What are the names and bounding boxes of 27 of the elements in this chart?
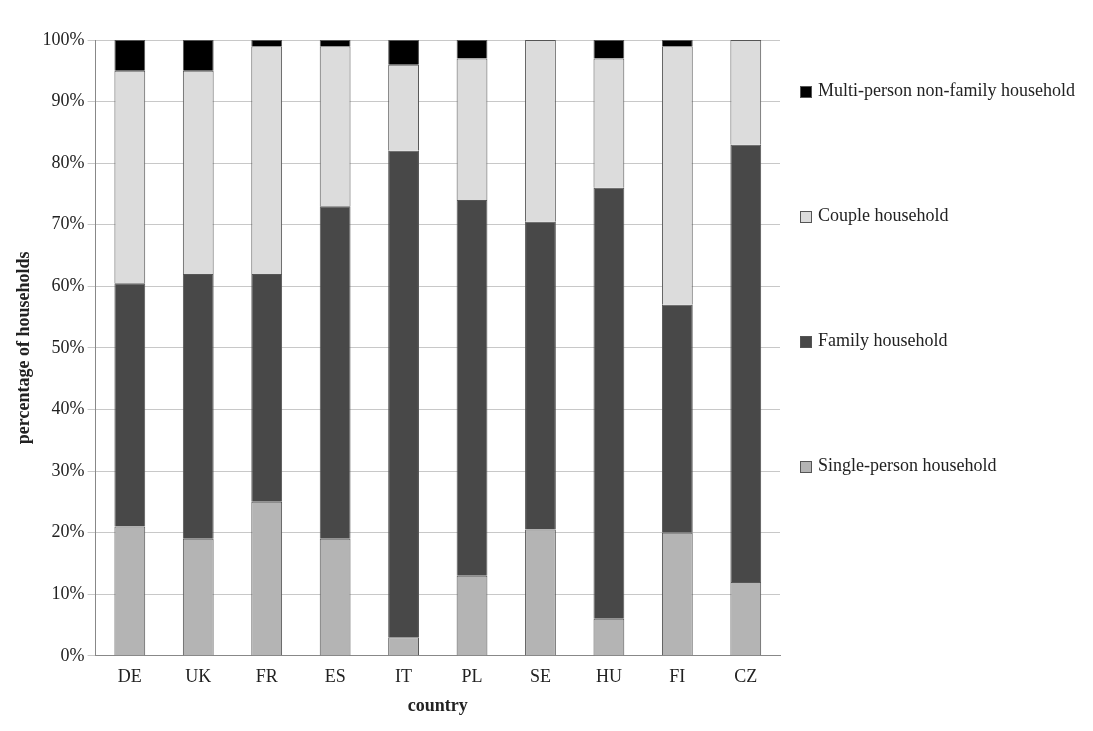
y-tick-label: 50%: [51, 336, 85, 357]
legend-label: Family household: [818, 330, 948, 351]
y-tick-label: 100%: [42, 28, 85, 49]
x-tick-label: PL: [461, 666, 483, 687]
y-tick-label: 10%: [51, 582, 85, 603]
y-tick-label: 40%: [51, 398, 85, 419]
y-tick-label: 70%: [51, 213, 85, 234]
x-tick-label: FR: [255, 666, 278, 687]
y-tick-label: 80%: [51, 151, 85, 172]
y-tick-label: 20%: [51, 521, 85, 542]
legend-label: Couple household: [818, 205, 949, 226]
legend-label: Single-person household: [818, 455, 997, 476]
x-tick-label: DE: [117, 666, 142, 687]
x-tick-label: FI: [669, 666, 686, 687]
y-tick-label: 60%: [51, 275, 85, 296]
x-tick-label: SE: [529, 666, 551, 687]
legend-label: Multi-person non-family household: [818, 80, 1075, 101]
x-tick-label: CZ: [734, 666, 758, 687]
y-tick-label: 0%: [60, 644, 85, 665]
y-axis-title: percentage of households: [13, 251, 34, 445]
x-tick-label: UK: [185, 666, 212, 687]
x-axis-title: country: [407, 694, 468, 715]
x-tick-label: HU: [595, 666, 622, 687]
x-tick-label: IT: [395, 666, 413, 687]
y-tick-label: 90%: [51, 90, 85, 111]
x-tick-label: ES: [324, 666, 346, 687]
y-tick-label: 30%: [51, 459, 85, 480]
